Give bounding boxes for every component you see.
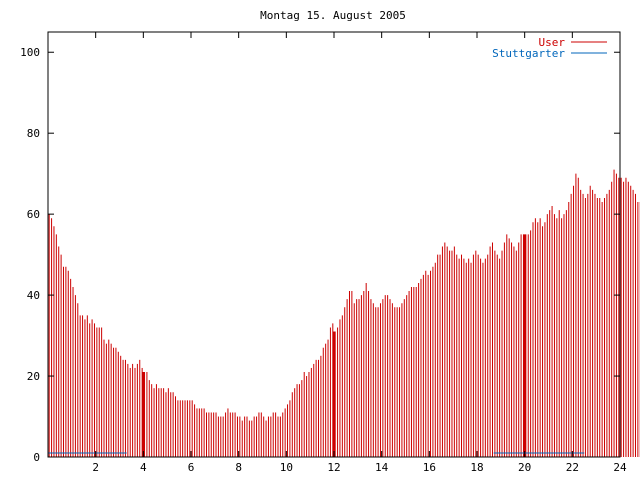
x-tick-label: 10 bbox=[280, 461, 293, 474]
y-tick-label: 40 bbox=[27, 289, 40, 302]
x-tick-label: 20 bbox=[518, 461, 531, 474]
y-tick-label: 0 bbox=[33, 451, 40, 464]
x-tick-label: 14 bbox=[375, 461, 389, 474]
x-tick-label: 12 bbox=[327, 461, 340, 474]
x-tick-label: 24 bbox=[613, 461, 627, 474]
x-tick-label: 18 bbox=[470, 461, 483, 474]
y-tick-label: 60 bbox=[27, 208, 40, 221]
x-tick-label: 6 bbox=[188, 461, 195, 474]
x-tick-label: 22 bbox=[566, 461, 579, 474]
y-tick-label: 80 bbox=[27, 127, 40, 140]
x-tick-label: 8 bbox=[235, 461, 242, 474]
legend: User Stuttgarter bbox=[492, 36, 607, 60]
chart-title: Montag 15. August 2005 bbox=[260, 9, 406, 22]
legend-label-user: User bbox=[539, 36, 566, 49]
legend-label-stuttgarter: Stuttgarter bbox=[492, 47, 565, 60]
y-tick-label: 20 bbox=[27, 370, 40, 383]
x-tick-label: 4 bbox=[140, 461, 147, 474]
x-tick-label: 2 bbox=[92, 461, 99, 474]
y-tick-label: 100 bbox=[20, 46, 40, 59]
user-bars bbox=[48, 169, 640, 457]
x-tick-label: 16 bbox=[423, 461, 436, 474]
